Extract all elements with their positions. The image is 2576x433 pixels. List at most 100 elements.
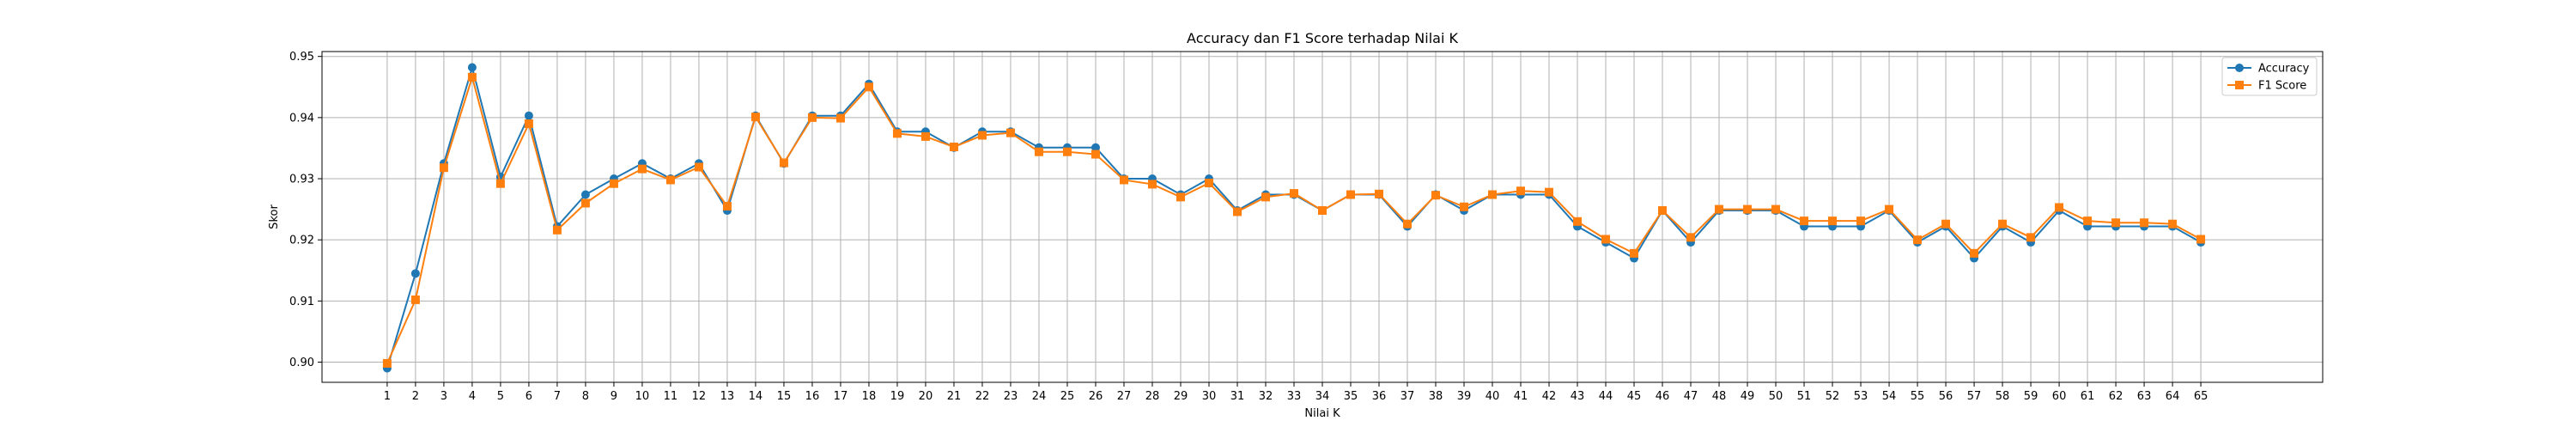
data-point-square (1403, 219, 1413, 229)
data-point-square (2026, 233, 2036, 242)
legend-marker-square (2235, 81, 2244, 89)
series-layer (382, 63, 2206, 373)
data-point-square (1941, 219, 1951, 229)
x-tick-label: 51 (1797, 390, 1812, 403)
x-tick-label: 25 (1060, 390, 1075, 403)
x-tick-label: 9 (611, 390, 617, 403)
data-point-square (835, 113, 845, 123)
legend-marker-circle (2235, 64, 2244, 72)
data-point-square (1091, 149, 1100, 159)
x-tick-label: 36 (1372, 390, 1387, 403)
chart-title: Accuracy dan F1 Score terhadap Nilai K (1187, 30, 1458, 46)
x-tick-label: 52 (1826, 390, 1840, 403)
data-point-square (1630, 248, 1639, 258)
data-point-square (1005, 128, 1015, 137)
data-point-square (1771, 204, 1781, 214)
x-tick-label: 46 (1656, 390, 1670, 403)
data-point-square (1573, 216, 1583, 226)
data-point-square (1346, 190, 1356, 199)
data-point-square (694, 162, 703, 172)
x-tick-label: 45 (1627, 390, 1642, 403)
data-point-square (2055, 203, 2064, 212)
axis-ticks: 1 2 3 4 5 6 7 8 9 10 11 12 13 14 15 16 17 18 19 20 21 22 23 24 2… (289, 51, 2208, 403)
x-tick-label: 27 (1117, 390, 1132, 403)
data-point-circle (580, 190, 590, 199)
data-point-square (1998, 219, 2008, 229)
x-tick-label: 13 (720, 390, 735, 403)
x-tick-label: 44 (1599, 390, 1613, 403)
y-axis-label: Skor (268, 204, 281, 229)
x-tick-label: 38 (1429, 390, 1443, 403)
x-tick-label: 29 (1174, 390, 1188, 403)
x-tick-label: 12 (692, 390, 707, 403)
x-tick-label: 54 (1882, 390, 1897, 403)
y-tick-label: 0.95 (289, 51, 314, 64)
data-point-square (1743, 204, 1753, 214)
x-tick-label: 16 (805, 390, 820, 403)
data-point-square (1460, 202, 1469, 211)
x-tick-label: 63 (2137, 390, 2152, 403)
x-tick-label: 61 (2081, 390, 2095, 403)
data-point-square (1204, 179, 1213, 188)
data-point-square (1516, 186, 1526, 196)
data-point-square (1658, 206, 1668, 216)
x-tick-label: 42 (1542, 390, 1557, 403)
data-point-square (552, 225, 562, 235)
legend-item: F1 Score (2227, 80, 2306, 93)
data-point-circle (524, 111, 533, 120)
x-tick-label: 19 (890, 390, 905, 403)
data-point-square (1375, 189, 1384, 198)
data-point-circle (410, 269, 420, 278)
x-tick-label: 23 (1004, 390, 1018, 403)
legend-label: F1 Score (2258, 80, 2306, 93)
x-tick-label: 32 (1259, 390, 1273, 403)
data-point-square (1601, 235, 1611, 244)
grid-lines (322, 52, 2323, 382)
x-tick-label: 60 (2052, 390, 2067, 403)
x-tick-label: 49 (1741, 390, 1755, 403)
data-point-square (2140, 218, 2149, 228)
data-point-square (1800, 216, 1809, 226)
data-point-square (1261, 192, 1270, 202)
x-tick-label: 41 (1514, 390, 1528, 403)
data-point-square (580, 198, 590, 208)
data-point-square (1856, 216, 1866, 226)
data-point-square (439, 163, 448, 173)
x-tick-label: 39 (1457, 390, 1472, 403)
x-tick-label: 37 (1400, 390, 1415, 403)
x-tick-label: 2 (412, 390, 419, 403)
x-tick-label: 6 (526, 390, 532, 403)
data-point-square (1232, 207, 1242, 216)
data-point-square (949, 143, 958, 152)
legend-label: Accuracy (2258, 63, 2310, 76)
x-tick-label: 7 (554, 390, 561, 403)
x-tick-label: 17 (834, 390, 848, 403)
x-tick-label: 30 (1202, 390, 1217, 403)
data-point-square (524, 119, 533, 128)
data-point-square (2168, 219, 2178, 229)
x-tick-label: 65 (2194, 390, 2208, 403)
x-tick-label: 1 (384, 390, 391, 403)
legend-item: Accuracy (2227, 63, 2310, 76)
data-point-square (1034, 147, 1043, 156)
y-tick-label: 0.94 (289, 112, 314, 125)
x-tick-label: 14 (749, 390, 763, 403)
x-tick-label: 43 (1571, 390, 1585, 403)
data-point-square (1488, 190, 1498, 199)
x-tick-label: 20 (919, 390, 933, 403)
x-tick-label: 15 (777, 390, 792, 403)
data-point-square (1686, 233, 1696, 242)
x-tick-label: 55 (1911, 390, 1925, 403)
data-point-square (495, 179, 505, 188)
x-tick-label: 8 (582, 390, 589, 403)
x-tick-label: 26 (1089, 390, 1103, 403)
x-tick-label: 57 (1967, 390, 1982, 403)
data-point-square (1431, 191, 1441, 200)
data-point-square (2083, 216, 2093, 226)
x-tick-label: 33 (1287, 390, 1302, 403)
data-point-square (467, 72, 477, 82)
x-tick-label: 5 (497, 390, 504, 403)
